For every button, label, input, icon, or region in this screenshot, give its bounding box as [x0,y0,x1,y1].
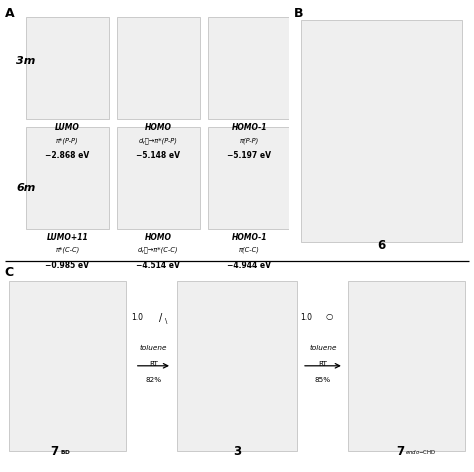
Bar [26,127,109,229]
Text: dᵧᵺ→π*(P-P): dᵧᵺ→π*(P-P) [139,137,178,144]
Text: $\mathbf{7}$: $\mathbf{7}$ [50,445,60,458]
Text: LUMO+11: LUMO+11 [46,233,88,242]
Text: −4.514 eV: −4.514 eV [137,261,180,270]
Text: π(P-P): π(P-P) [240,137,259,144]
Text: C: C [5,266,14,279]
Text: toluene: toluene [309,345,337,351]
Text: dᵧᵺ→π*(C-C): dᵧᵺ→π*(C-C) [138,247,179,253]
Text: −4.944 eV: −4.944 eV [228,261,271,270]
Text: $\bigcirc$: $\bigcirc$ [326,312,334,322]
Text: 6: 6 [377,239,386,252]
Text: toluene: toluene [140,345,167,351]
Text: π(C-C): π(C-C) [239,247,260,253]
Bar [9,280,126,451]
Text: HOMO: HOMO [145,233,172,242]
Bar [177,280,297,451]
Bar [26,17,109,119]
Bar [208,17,291,119]
Bar [301,20,462,242]
Text: π*(P-P): π*(P-P) [56,137,79,144]
Text: $/$: $/$ [158,311,163,324]
Bar [348,280,465,451]
Text: A: A [5,7,14,20]
Text: −0.985 eV: −0.985 eV [46,261,89,270]
Text: HOMO-1: HOMO-1 [232,233,267,242]
Text: RT: RT [149,361,158,367]
Text: RT: RT [319,361,328,367]
Text: 1.0: 1.0 [301,312,313,321]
Bar [117,127,200,229]
Text: −2.868 eV: −2.868 eV [45,151,90,160]
Bar [117,17,200,119]
Text: 6m: 6m [16,183,36,193]
Bar [208,127,291,229]
Text: −5.148 eV: −5.148 eV [137,151,180,160]
Text: HOMO: HOMO [145,123,172,132]
Text: $\mathbf{7}$: $\mathbf{7}$ [396,445,405,458]
Text: $\backslash$: $\backslash$ [164,316,169,326]
Text: 1.0: 1.0 [131,312,143,321]
Text: 85%: 85% [315,377,331,383]
Text: 82%: 82% [146,377,162,383]
Text: 3m: 3m [16,56,36,66]
Text: −5.197 eV: −5.197 eV [228,151,271,160]
Text: $^{\mathit{endo}\mathrm{-CHD}}$: $^{\mathit{endo}\mathrm{-CHD}}$ [405,449,437,458]
Text: 3: 3 [233,445,241,458]
Text: $^{\mathbf{BD}}$: $^{\mathbf{BD}}$ [60,449,71,458]
Text: HOMO-1: HOMO-1 [232,123,267,132]
Text: π*(C-C): π*(C-C) [55,247,80,253]
Text: LUMO: LUMO [55,123,80,132]
Text: B: B [294,7,303,20]
